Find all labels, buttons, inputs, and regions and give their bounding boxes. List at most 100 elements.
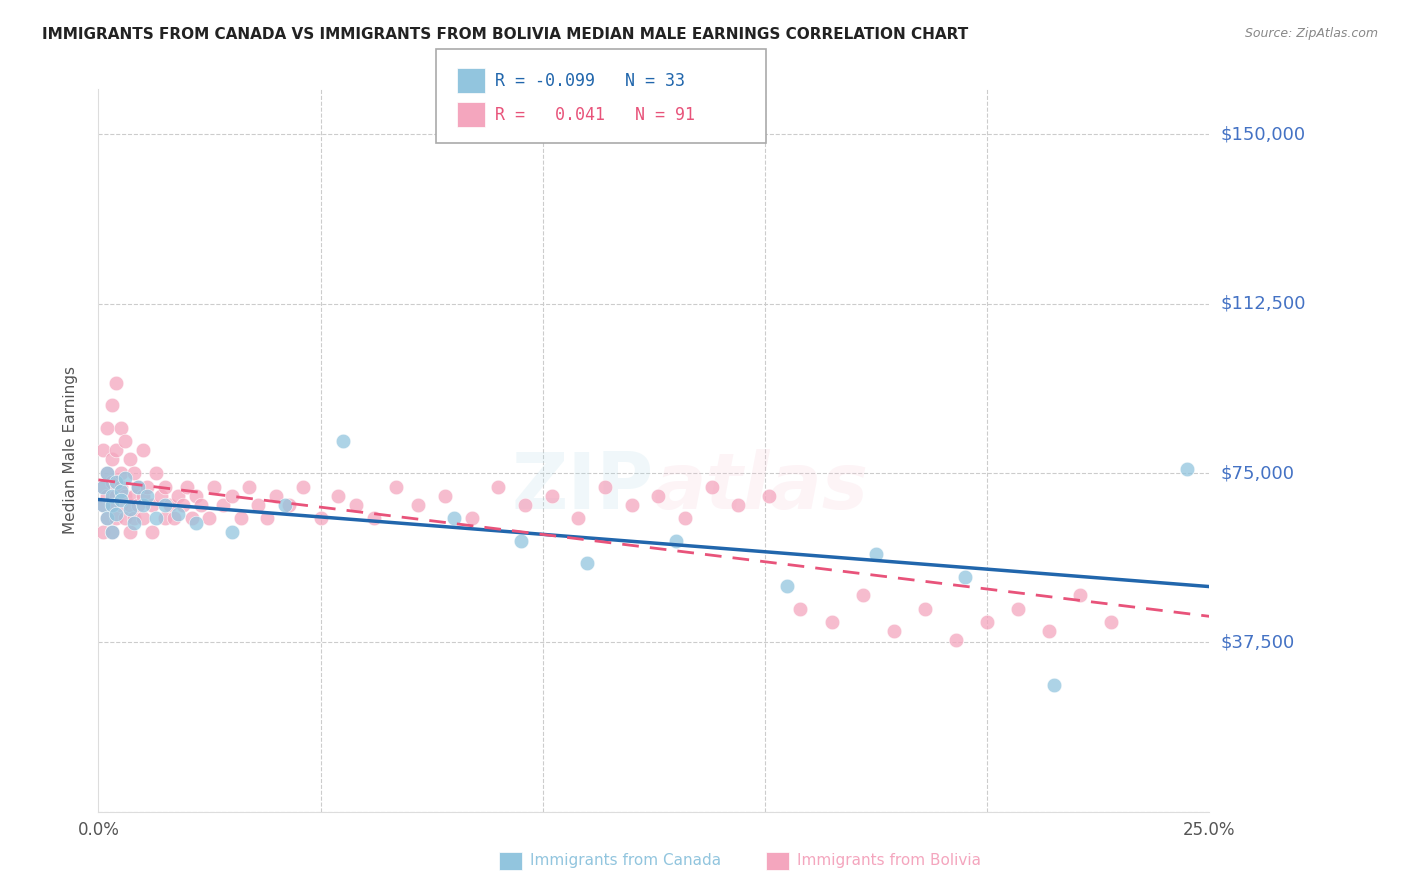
- Point: [114, 434, 136, 449]
- Point: [153, 498, 176, 512]
- Point: [110, 421, 132, 435]
- Point: [238, 480, 260, 494]
- Point: [1042, 678, 1064, 692]
- Point: [127, 480, 149, 494]
- Point: [100, 452, 122, 467]
- Point: [105, 376, 128, 390]
- Point: [110, 493, 132, 508]
- Point: [91, 524, 114, 539]
- Point: [141, 524, 163, 539]
- Text: R = -0.099   N = 33: R = -0.099 N = 33: [495, 71, 685, 89]
- Point: [132, 498, 155, 512]
- Point: [127, 498, 149, 512]
- Point: [776, 579, 799, 593]
- Point: [186, 516, 208, 530]
- Point: [976, 615, 998, 629]
- Point: [91, 480, 114, 494]
- Point: [443, 511, 465, 525]
- Point: [153, 480, 176, 494]
- Point: [673, 511, 696, 525]
- Point: [363, 511, 385, 525]
- Point: [105, 511, 128, 525]
- Point: [180, 511, 202, 525]
- Text: atlas: atlas: [654, 449, 869, 524]
- Point: [576, 557, 599, 571]
- Point: [105, 489, 128, 503]
- Point: [114, 511, 136, 525]
- Point: [198, 511, 221, 525]
- Point: [122, 489, 145, 503]
- Point: [332, 434, 354, 449]
- Point: [96, 466, 118, 480]
- Point: [1007, 601, 1029, 615]
- Point: [100, 398, 122, 412]
- Point: [202, 480, 225, 494]
- Point: [100, 498, 122, 512]
- Point: [96, 489, 118, 503]
- Point: [96, 511, 118, 525]
- Point: [758, 489, 780, 503]
- Point: [110, 498, 132, 512]
- Point: [163, 511, 186, 525]
- Point: [96, 421, 118, 435]
- Point: [486, 480, 509, 494]
- Point: [153, 511, 176, 525]
- Point: [118, 502, 141, 516]
- Text: Source: ZipAtlas.com: Source: ZipAtlas.com: [1244, 27, 1378, 40]
- Point: [700, 480, 723, 494]
- Point: [460, 511, 482, 525]
- Point: [96, 511, 118, 525]
- Point: [247, 498, 270, 512]
- Point: [118, 524, 141, 539]
- Point: [953, 570, 976, 584]
- Point: [1038, 624, 1060, 639]
- Point: [509, 533, 531, 548]
- Point: [100, 498, 122, 512]
- Point: [865, 547, 887, 561]
- Point: [309, 511, 332, 525]
- Point: [344, 498, 367, 512]
- Point: [100, 475, 122, 489]
- Point: [118, 498, 141, 512]
- Point: [620, 498, 643, 512]
- Point: [172, 498, 194, 512]
- Text: Immigrants from Canada: Immigrants from Canada: [530, 854, 721, 868]
- Point: [176, 480, 198, 494]
- Point: [665, 533, 688, 548]
- Point: [110, 480, 132, 494]
- Point: [328, 489, 350, 503]
- Point: [105, 443, 128, 458]
- Point: [211, 498, 233, 512]
- Point: [291, 480, 314, 494]
- Point: [278, 498, 301, 512]
- Point: [593, 480, 616, 494]
- Point: [1099, 615, 1122, 629]
- Point: [513, 498, 536, 512]
- Point: [852, 588, 875, 602]
- Y-axis label: Median Male Earnings: Median Male Earnings: [63, 367, 77, 534]
- Point: [132, 511, 155, 525]
- Point: [105, 475, 128, 489]
- Point: [883, 624, 905, 639]
- Point: [105, 507, 128, 521]
- Point: [118, 452, 141, 467]
- Text: $75,000: $75,000: [1220, 464, 1295, 482]
- Point: [167, 507, 190, 521]
- Point: [145, 466, 167, 480]
- Point: [91, 498, 114, 512]
- Point: [132, 443, 155, 458]
- Point: [540, 489, 562, 503]
- Point: [433, 489, 456, 503]
- Point: [914, 601, 936, 615]
- Point: [789, 601, 811, 615]
- Point: [114, 470, 136, 484]
- Point: [91, 443, 114, 458]
- Point: [110, 466, 132, 480]
- Text: Immigrants from Bolivia: Immigrants from Bolivia: [797, 854, 981, 868]
- Text: $150,000: $150,000: [1220, 126, 1305, 144]
- Point: [100, 489, 122, 503]
- Text: $112,500: $112,500: [1220, 294, 1306, 313]
- Text: ZIP: ZIP: [512, 449, 654, 524]
- Point: [274, 498, 297, 512]
- Point: [264, 489, 287, 503]
